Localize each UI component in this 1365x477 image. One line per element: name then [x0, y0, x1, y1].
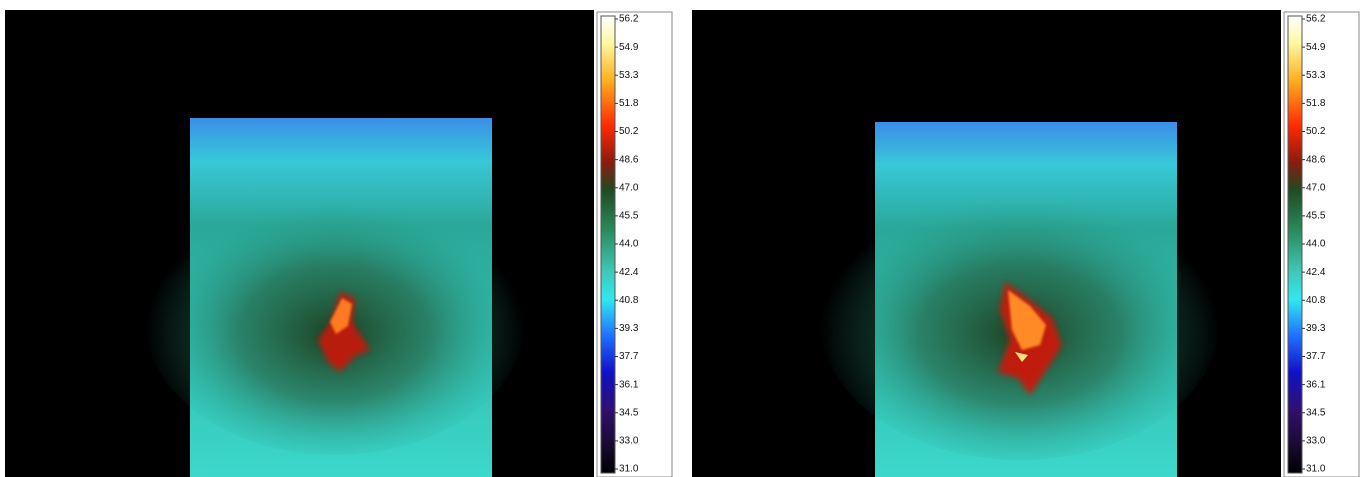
- scale-label: 31.0: [1306, 464, 1326, 475]
- scale-label: 34.5: [1306, 407, 1326, 418]
- thermal-panel-right: 56.2 54.9 53.3 51.8 50.2 48.6 47.0 45.5 44.0 42.4…: [692, 10, 1359, 477]
- scale-label: 33.0: [1306, 436, 1326, 447]
- scale-label: 48.6: [1306, 154, 1326, 165]
- scale-label: 44.0: [619, 239, 639, 250]
- scale-label: 37.7: [619, 351, 639, 362]
- scale-label: 44.0: [1306, 239, 1326, 250]
- scale-label: 34.5: [619, 407, 639, 418]
- scale-label: 33.0: [619, 436, 639, 447]
- scale-label: 51.8: [1306, 98, 1326, 109]
- scale-label: 36.1: [1306, 379, 1326, 390]
- scale-label: 31.0: [619, 464, 639, 475]
- scale-label: 39.3: [1306, 323, 1326, 334]
- scale-label: 56.2: [1306, 14, 1326, 25]
- scale-label: 45.5: [619, 211, 639, 222]
- scale-label: 47.0: [1306, 182, 1326, 193]
- scale-label: 50.2: [619, 126, 639, 137]
- scale-label: 40.8: [619, 295, 639, 306]
- scale-label: 50.2: [1306, 126, 1326, 137]
- color-scale: [601, 16, 615, 473]
- scale-label: 36.1: [619, 379, 639, 390]
- scale-label: 40.8: [1306, 295, 1326, 306]
- scale-label: 54.9: [619, 42, 639, 53]
- screenshot: 56.2 54.9 53.3 51.8 50.2 48.6 47.0 45.5 44.0 42.4…: [0, 0, 1365, 477]
- scale-label: 48.6: [619, 154, 639, 165]
- scale-label: 53.3: [1306, 70, 1326, 81]
- scale-label: 37.7: [1306, 351, 1326, 362]
- scale-label: 54.9: [1306, 42, 1326, 53]
- thermal-panel-left: 56.2 54.9 53.3 51.8 50.2 48.6 47.0 45.5 44.0 42.4…: [5, 10, 672, 477]
- scale-label: 42.4: [619, 267, 639, 278]
- scale-label: 42.4: [1306, 267, 1326, 278]
- scale-label: 56.2: [619, 14, 639, 25]
- color-scale: [1288, 16, 1302, 473]
- scale-label: 53.3: [619, 70, 639, 81]
- scale-label: 51.8: [619, 98, 639, 109]
- scale-label: 47.0: [619, 182, 639, 193]
- scale-label: 39.3: [619, 323, 639, 334]
- scale-label: 45.5: [1306, 211, 1326, 222]
